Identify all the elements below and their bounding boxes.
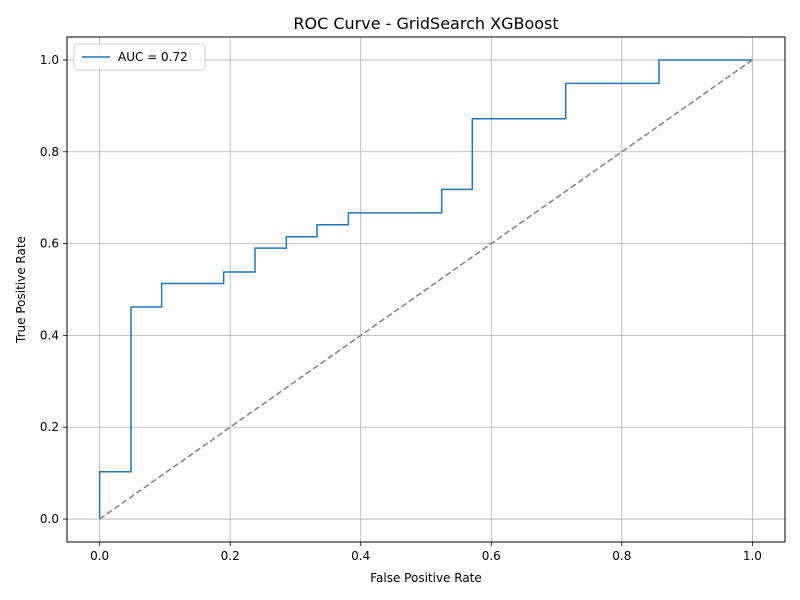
roc-curve-line (98, 59, 753, 520)
chart-title: ROC Curve - GridSearch XGBoost (293, 14, 558, 33)
legend: AUC = 0.72 (73, 43, 206, 71)
x-tick-label: 0.2 (221, 549, 240, 563)
legend-box (73, 43, 206, 71)
legend-label: AUC = 0.72 (118, 50, 188, 64)
x-axis-label: False Positive Rate (370, 571, 482, 585)
y-tick-label: 0.4 (40, 328, 59, 342)
y-tick-label: 0.0 (40, 512, 59, 526)
ticks: 0.0 0.2 0.4 0.6 0.8 1.0 0.0 0.2 0.4 0.6 0.8 1.0 (40, 53, 762, 563)
x-tick-label: 0.0 (90, 549, 109, 563)
series-layer (98, 59, 753, 520)
y-axis-label: True Positive Rate (14, 236, 28, 344)
x-tick-label: 0.8 (612, 549, 631, 563)
x-tick-label: 0.4 (351, 549, 370, 563)
x-tick-label: 0.6 (482, 549, 501, 563)
y-tick-label: 1.0 (40, 53, 59, 67)
y-tick-label: 0.8 (40, 145, 59, 159)
chance-diagonal-line (99, 59, 753, 520)
x-tick-label: 1.0 (743, 549, 762, 563)
plot-frame (66, 36, 786, 543)
y-tick-label: 0.6 (40, 237, 59, 251)
y-tick-label: 0.2 (40, 420, 59, 434)
